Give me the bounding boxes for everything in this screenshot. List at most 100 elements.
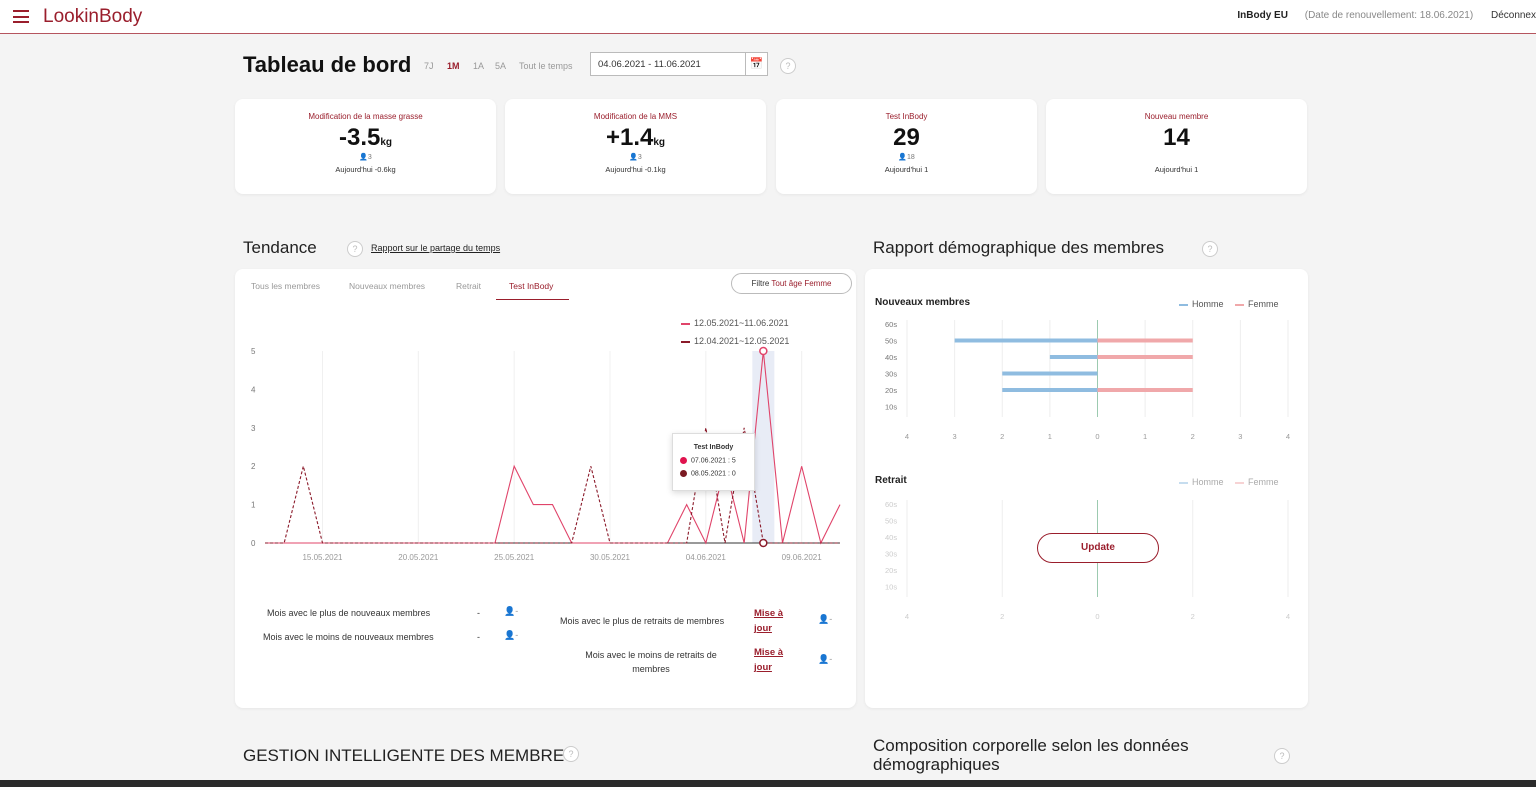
x-tick-label: 2 [1000, 432, 1004, 440]
help-icon[interactable]: ? [780, 58, 796, 74]
period-5a[interactable]: 5A [495, 61, 507, 71]
account-area: InBody EU (Date de renouvellement: 18.06… [1237, 10, 1536, 21]
stat-today: Aujourd'hui -0.6kg [335, 165, 396, 174]
y-tick-label: 10s [885, 403, 897, 412]
y-tick-label: 2 [251, 462, 256, 471]
x-tick-label: 3 [953, 432, 957, 440]
body-composition-title: Composition corporelle selon les données… [873, 736, 1189, 774]
x-tick-label: 20.05.2021 [398, 553, 439, 562]
x-tick-label: 30.05.2021 [590, 553, 631, 562]
x-tick-label: 1 [1143, 432, 1147, 440]
x-tick-label: 04.06.2021 [686, 553, 727, 562]
x-tick-label: 09.06.2021 [782, 553, 823, 562]
help-icon[interactable]: ? [347, 241, 363, 257]
tab-inbody-test[interactable]: Test InBody [509, 281, 554, 291]
point-marker-current [759, 346, 768, 356]
help-icon[interactable]: ? [1274, 748, 1290, 764]
y-tick-label: 50s [885, 517, 897, 526]
calendar-icon[interactable]: 📅 [745, 53, 767, 75]
tab-new-members[interactable]: Nouveaux membres [349, 281, 426, 291]
y-tick-label: 10s [885, 583, 897, 592]
y-tick-label: 20s [885, 566, 897, 575]
stat-count: 👤18 [898, 154, 915, 161]
stat-value: 14 [1163, 124, 1190, 151]
x-tick-label: 2 [1191, 432, 1195, 440]
period-1m[interactable]: 1M [447, 61, 460, 71]
stat-count: 👤3 [359, 154, 372, 161]
period-1a[interactable]: 1A [473, 61, 485, 71]
bar-male [1002, 388, 1098, 392]
y-tick-label: 30s [885, 550, 897, 559]
stat-today: Aujourd'hui 1 [884, 165, 929, 174]
logout-link[interactable]: Déconnex [1490, 10, 1536, 21]
x-tick-label: 3 [1238, 432, 1242, 440]
time-share-report-link[interactable]: Rapport sur le partage du temps [371, 243, 501, 253]
x-tick-label: 0 [1095, 612, 1099, 620]
most-new-members-value: - [477, 608, 480, 618]
least-new-members-value: - [477, 632, 480, 642]
withdrawal-chart-title: Retrait [875, 475, 907, 486]
bar-female [1097, 355, 1193, 359]
renewal-date: (Date de renouvellement: 18.06.2021) [1304, 10, 1474, 21]
stat-count [1046, 153, 1307, 163]
y-tick-label: 3 [251, 424, 256, 433]
date-range-value: 04.06.2021 - 11.06.2021 [598, 59, 701, 70]
bar-female [1097, 388, 1193, 392]
new-members-chart-title: Nouveaux membres [875, 297, 971, 308]
person-icon: 👤- [818, 654, 833, 664]
legend-current: 12.05.2021~11.06.2021 [681, 318, 789, 328]
person-icon: 👤- [504, 606, 519, 616]
x-tick-label: 25.05.2021 [494, 553, 535, 562]
tooltip-row-current: 07.06.2021 : 5 [680, 457, 754, 464]
y-tick-label: 40s [885, 353, 897, 362]
chart-tooltip: Test InBody 07.06.2021 : 5 08.05.2021 : … [672, 433, 755, 491]
x-tick-label: 4 [905, 432, 909, 440]
period-all-time[interactable]: Tout le temps [519, 61, 573, 71]
legend-male: Homme [1179, 477, 1224, 487]
x-tick-label: 1 [1048, 432, 1052, 440]
y-tick-label: 1 [251, 501, 256, 510]
tooltip-row-previous: 08.05.2021 : 0 [680, 470, 754, 478]
date-range-input[interactable]: 04.06.2021 - 11.06.2021 📅 [590, 52, 768, 76]
filter-button[interactable]: Filtre Tout âge Femme [731, 273, 852, 294]
x-tick-label: 4 [1286, 432, 1290, 440]
tooltip-title: Test InBody [693, 444, 734, 451]
help-icon[interactable]: ? [1202, 241, 1218, 257]
y-tick-label: 50s [885, 337, 897, 346]
period-7j[interactable]: 7J [424, 61, 434, 71]
least-withdrawals-update-link[interactable]: Mise à jour [754, 647, 784, 673]
new-members-demographic-chart: 4 3 2 1 0 1 2 3 4 60s 50s 40s 30s 20s 10s [885, 320, 1290, 440]
org-name: InBody EU [1237, 10, 1288, 21]
tab-all-members[interactable]: Tous les membres [251, 281, 320, 291]
y-tick-label: 0 [251, 539, 256, 548]
person-icon: 👤 [629, 154, 638, 161]
y-tick-label: 30s [885, 370, 897, 379]
withdrawal-demographic-chart: 4 2 0 2 4 60s 50s 40s 30s 20s 10s [885, 500, 1290, 620]
stat-label: Modification de la MMS [593, 112, 678, 121]
y-tick-label: 40s [885, 533, 897, 542]
most-withdrawals-update-link[interactable]: Mise à jour [754, 608, 784, 634]
trend-chart: 15.05.2021 20.05.2021 25.05.2021 30.05.2021… [251, 346, 841, 562]
tab-withdrawal[interactable]: Retrait [456, 281, 482, 291]
person-icon: 👤 [898, 154, 907, 161]
help-icon[interactable]: ? [563, 746, 579, 762]
stat-card-fat-mass: Modification de la masse grasse -3.5kg 👤… [235, 99, 496, 194]
logo[interactable]: LookinBody [43, 6, 143, 27]
smart-management-title: GESTION INTELLIGENTE DES MEMBRES [243, 746, 576, 765]
hamburger-icon[interactable] [13, 10, 29, 23]
stat-today: Aujourd'hui -0.1kg [605, 165, 666, 174]
y-tick-label: 5 [251, 347, 256, 356]
legend-female: Femme [1235, 299, 1279, 309]
person-icon: 👤- [504, 630, 519, 640]
demographics-title: Rapport démographique des membres [873, 238, 1165, 257]
taskbar-strip [0, 780, 1536, 787]
point-marker-previous [759, 538, 768, 548]
trend-title: Tendance [243, 238, 317, 257]
legend-previous: 12.04.2021~12.05.2021 [681, 336, 789, 346]
stat-count: 👤3 [629, 154, 642, 161]
x-tick-label: 0 [1095, 432, 1099, 440]
page-title: Tableau de bord [243, 52, 412, 77]
person-icon: 👤- [818, 614, 833, 624]
y-tick-label: 60s [885, 320, 897, 329]
update-button[interactable]: Update [1037, 533, 1159, 563]
